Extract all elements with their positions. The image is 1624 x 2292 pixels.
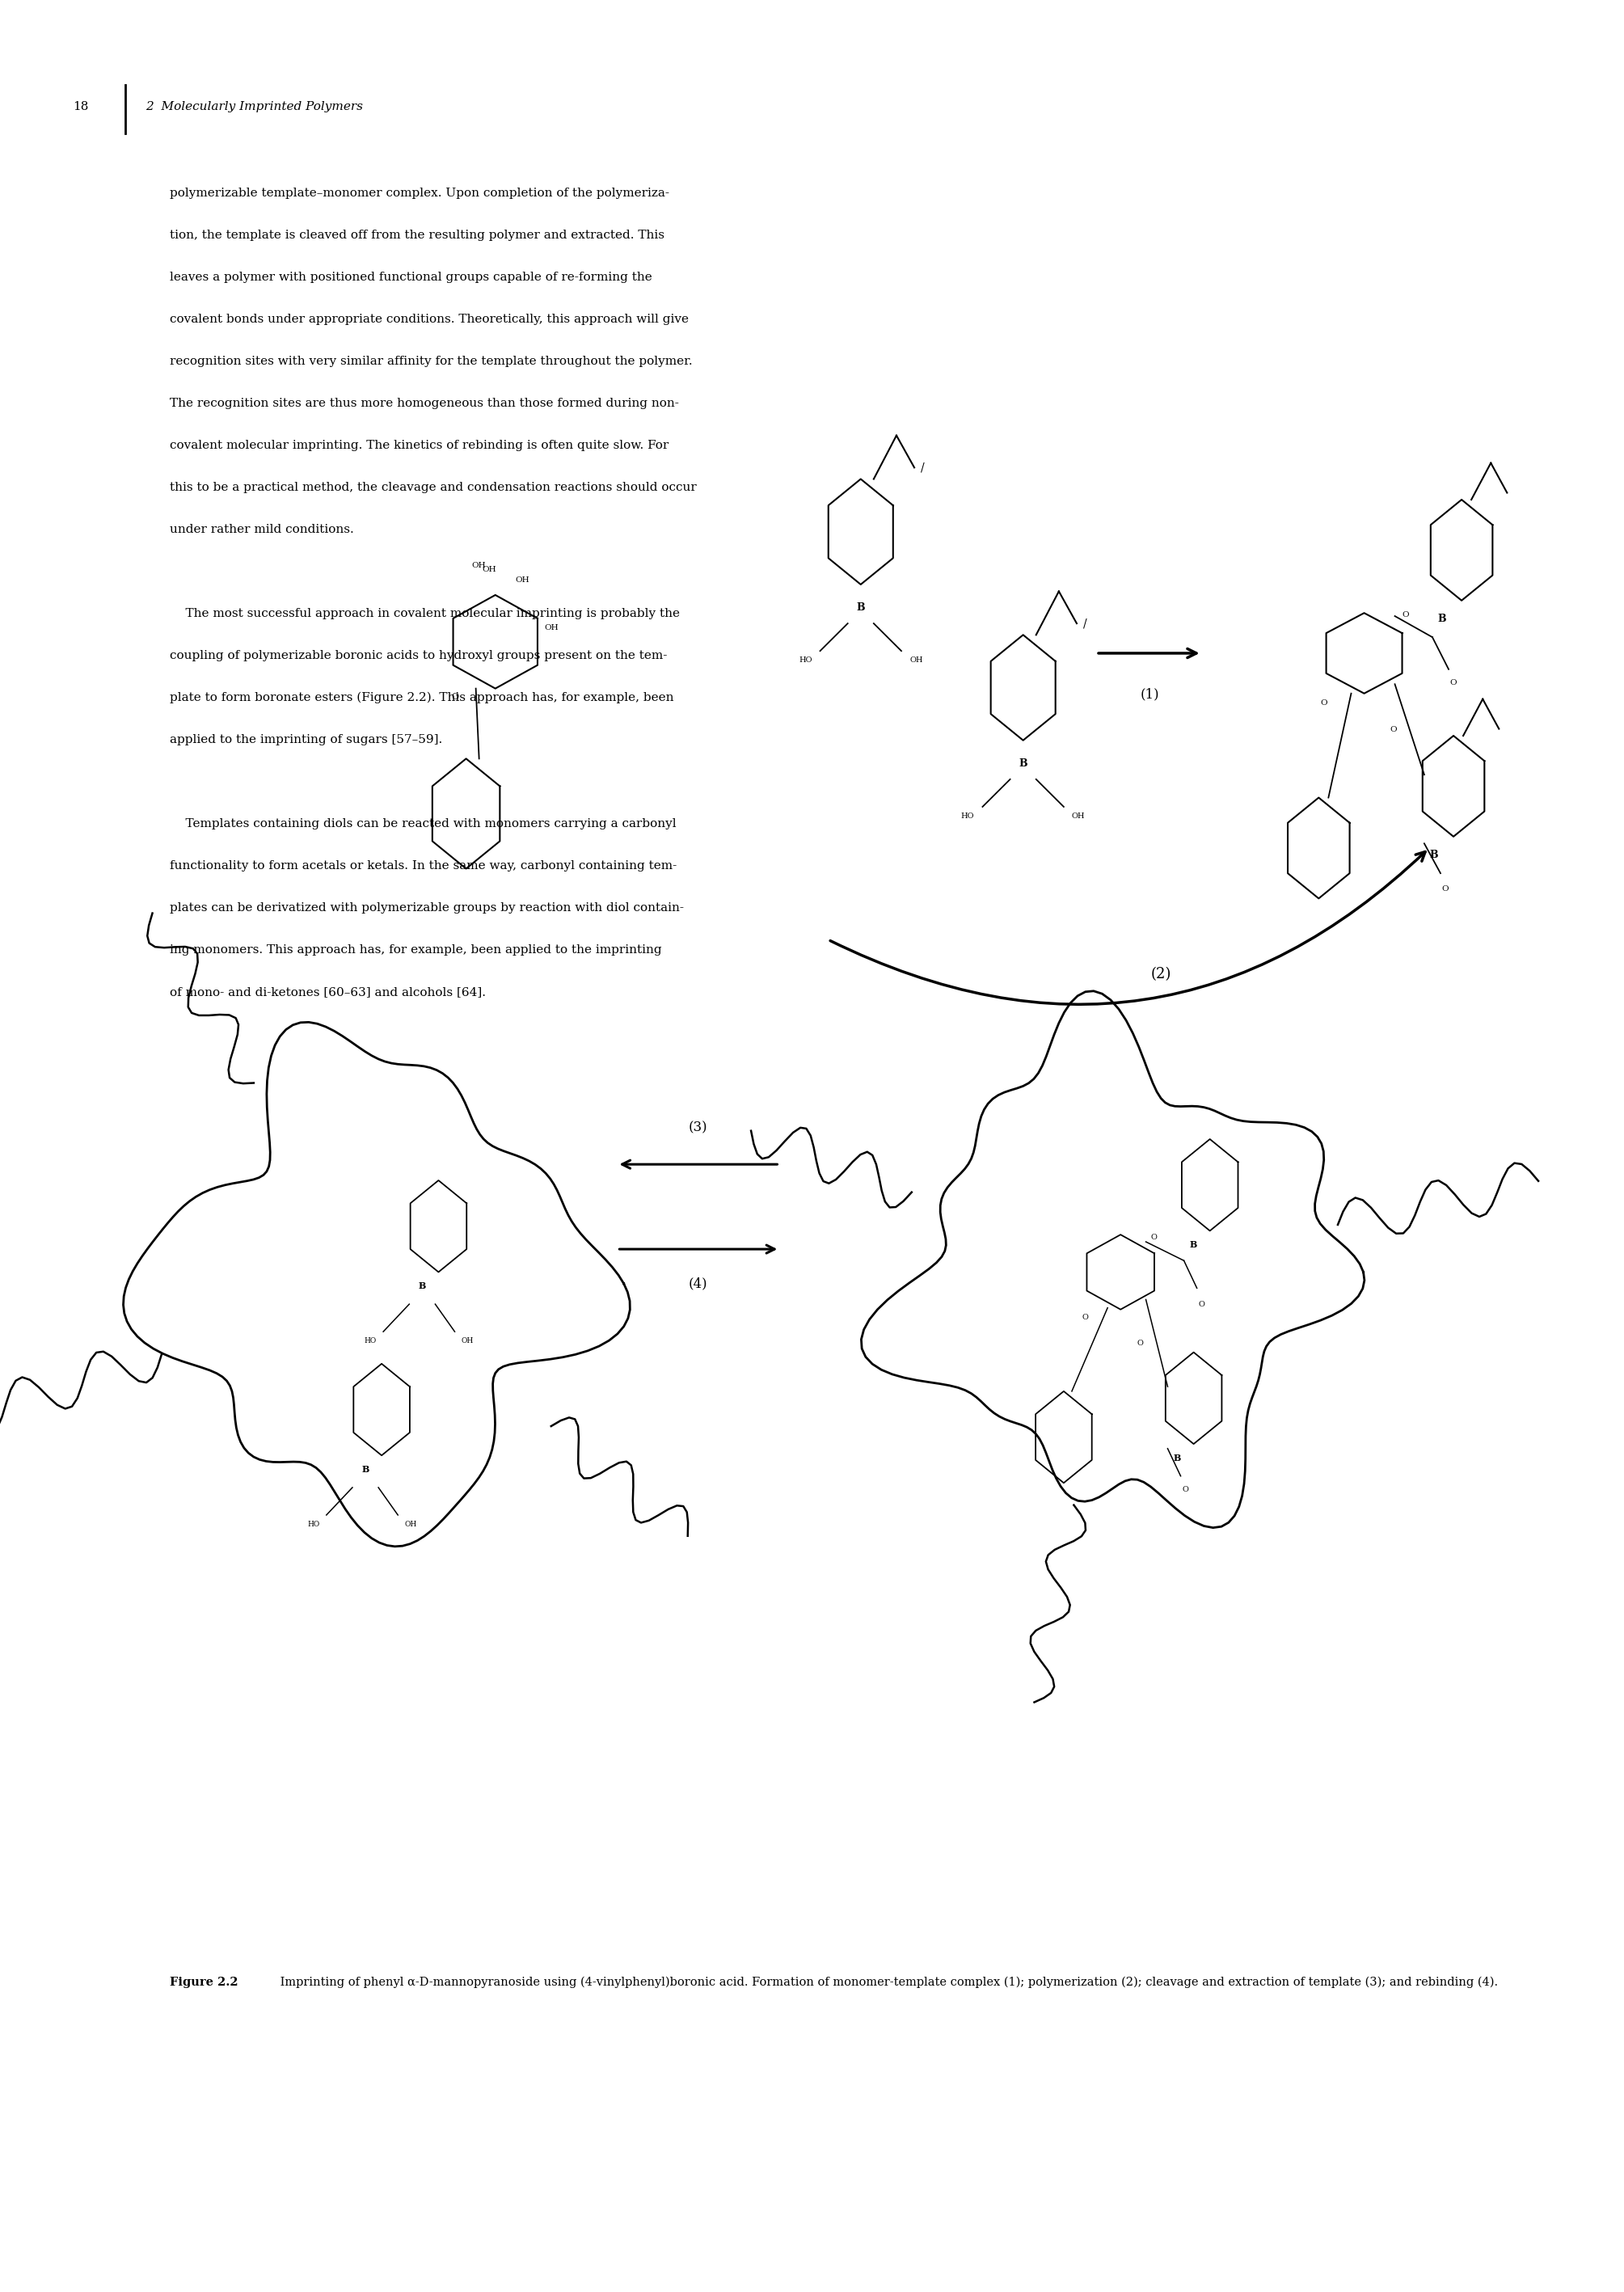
Text: O: O [451,692,458,701]
Text: O: O [1442,885,1449,894]
Text: O: O [1082,1313,1088,1320]
Text: OH: OH [404,1520,417,1529]
Text: B: B [1190,1240,1197,1249]
Text: O: O [1150,1233,1156,1240]
Text: HO: HO [961,811,974,821]
Text: B: B [1018,759,1028,768]
Text: B: B [1174,1453,1181,1462]
Text: O: O [1199,1300,1205,1309]
Text: O: O [1450,678,1457,688]
Text: (4): (4) [689,1277,708,1290]
Text: (3): (3) [689,1121,708,1135]
Text: Figure 2.2: Figure 2.2 [171,1976,239,1987]
Text: OH: OH [473,562,486,568]
Text: HO: HO [799,656,812,665]
Text: plates can be derivatized with polymerizable groups by reaction with diol contai: plates can be derivatized with polymeriz… [171,903,684,915]
Text: 2  Molecularly Imprinted Polymers: 2 Molecularly Imprinted Polymers [146,101,362,112]
Text: under rather mild conditions.: under rather mild conditions. [171,525,354,536]
Text: OH: OH [544,623,559,633]
Text: coupling of polymerizable boronic acids to hydroxyl groups present on the tem-: coupling of polymerizable boronic acids … [171,651,667,662]
Text: /: / [1083,619,1086,628]
Text: (2): (2) [1151,967,1171,981]
Text: The recognition sites are thus more homogeneous than those formed during non-: The recognition sites are thus more homo… [171,399,679,408]
Text: tion, the template is cleaved off from the resulting polymer and extracted. This: tion, the template is cleaved off from t… [171,229,664,241]
Text: B: B [856,603,866,612]
Text: this to be a practical method, the cleavage and condensation reactions should oc: this to be a practical method, the cleav… [171,481,697,493]
Text: recognition sites with very similar affinity for the template throughout the pol: recognition sites with very similar affi… [171,355,692,367]
Text: leaves a polymer with positioned functional groups capable of re-forming the: leaves a polymer with positioned functio… [171,273,653,282]
Text: covalent bonds under appropriate conditions. Theoretically, this approach will g: covalent bonds under appropriate conditi… [171,314,689,325]
Text: Templates containing diols can be reacted with monomers carrying a carbonyl: Templates containing diols can be reacte… [171,818,676,830]
Text: HO: HO [364,1336,377,1345]
Text: B: B [1429,850,1439,860]
Text: OH: OH [515,575,529,584]
Text: OH: OH [1072,811,1085,821]
Text: HO: HO [307,1520,320,1529]
Text: applied to the imprinting of sugars [57–59].: applied to the imprinting of sugars [57–… [171,733,442,745]
Text: OH: OH [461,1336,474,1345]
Text: Imprinting of phenyl α-D-mannopyranoside using (4-vinylphenyl)boronic acid. Form: Imprinting of phenyl α-D-mannopyranoside… [276,1976,1497,1989]
Text: O: O [1402,612,1410,619]
FancyArrowPatch shape [830,853,1426,1004]
Text: OH: OH [909,656,922,665]
Text: O: O [1390,727,1397,733]
Text: /: / [921,463,924,472]
Text: O: O [1137,1339,1143,1348]
Text: 18: 18 [73,101,89,112]
Text: ing monomers. This approach has, for example, been applied to the imprinting: ing monomers. This approach has, for exa… [171,944,661,956]
Text: B: B [419,1281,425,1290]
Text: OH: OH [482,566,495,573]
Text: of mono- and di-ketones [60–63] and alcohols [64].: of mono- and di-ketones [60–63] and alco… [171,986,486,997]
Text: O: O [1320,699,1327,706]
Text: The most successful approach in covalent molecular imprinting is probably the: The most successful approach in covalent… [171,607,680,619]
Text: functionality to form acetals or ketals. In the same way, carbonyl containing te: functionality to form acetals or ketals.… [171,860,677,871]
Text: B: B [1437,614,1447,623]
Text: (1): (1) [1140,688,1160,701]
Text: O: O [1182,1485,1189,1494]
Text: B: B [362,1465,369,1474]
Text: polymerizable template–monomer complex. Upon completion of the polymeriza-: polymerizable template–monomer complex. … [171,188,669,199]
Text: plate to form boronate esters (Figure 2.2). This approach has, for example, been: plate to form boronate esters (Figure 2.… [171,692,674,704]
Text: covalent molecular imprinting. The kinetics of rebinding is often quite slow. Fo: covalent molecular imprinting. The kinet… [171,440,669,452]
